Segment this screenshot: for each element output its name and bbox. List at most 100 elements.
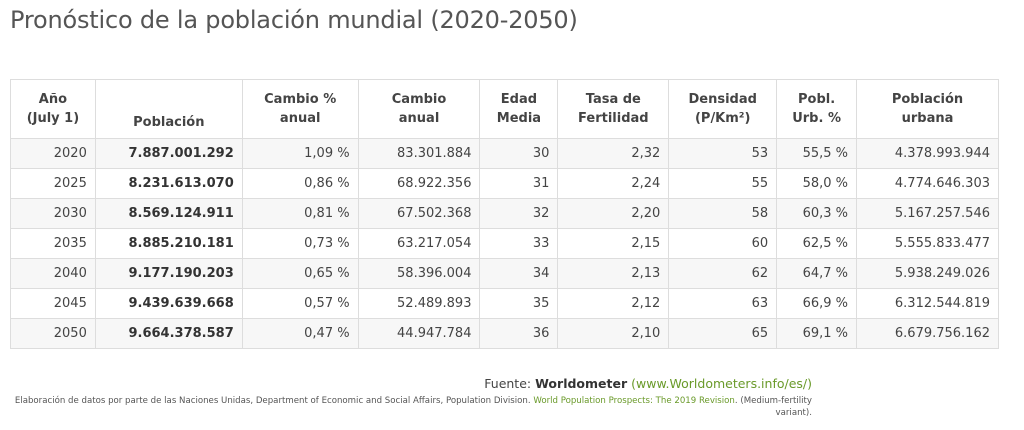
cell-fertility: 2,24: [557, 168, 670, 199]
cell-fertility: 2,10: [557, 318, 670, 349]
cell-median-age: 35: [479, 288, 559, 319]
header-change-pct-line2: anual: [279, 111, 321, 126]
cell-fertility: 2,12: [557, 288, 670, 319]
cell-density: 58: [668, 198, 778, 229]
source-line: Fuente: Worldometer (www.Worldometers.in…: [484, 376, 812, 391]
header-fertility-line2: Fertilidad: [578, 111, 649, 126]
header-year-line2: (July 1): [26, 111, 80, 126]
cell-density: 65: [668, 318, 778, 349]
table-row: 2020 7.887.001.292 1,09 % 83.301.884 30 …: [10, 138, 999, 169]
cell-population: 8.885.210.181: [94, 228, 243, 259]
note-suffix: . (Medium-fertility variant).: [734, 396, 812, 418]
cell-change: 44.947.784: [357, 318, 481, 349]
table-row: 2040 9.177.190.203 0,65 % 58.396.004 34 …: [10, 258, 999, 289]
note-link[interactable]: World Population Prospects: The 2019 Rev…: [533, 396, 735, 406]
cell-urban-pct: 62,5 %: [776, 228, 858, 259]
header-urban-pct-line2: Urb. %: [792, 111, 841, 126]
cell-year: 2035: [10, 228, 96, 259]
cell-year: 2020: [10, 138, 96, 169]
table-row: 2035 8.885.210.181 0,73 % 63.217.054 33 …: [10, 228, 999, 259]
header-population-label: Población: [133, 115, 205, 130]
cell-urban-pct: 64,7 %: [776, 258, 858, 289]
cell-fertility: 2,20: [557, 198, 670, 229]
header-change-line1: Cambio: [391, 92, 447, 107]
cell-year: 2030: [10, 198, 96, 229]
data-note: Elaboración de datos por parte de las Na…: [10, 395, 812, 419]
header-year-line1: Año: [38, 92, 68, 107]
table-row: 2030 8.569.124.911 0,81 % 67.502.368 32 …: [10, 198, 999, 229]
cell-population: 8.569.124.911: [94, 198, 243, 229]
cell-urban-pct: 66,9 %: [776, 288, 858, 319]
cell-urban-pct: 55,5 %: [776, 138, 858, 169]
cell-median-age: 33: [479, 228, 559, 259]
header-density-line2: (P/Km²): [694, 111, 751, 126]
cell-median-age: 31: [479, 168, 559, 199]
cell-fertility: 2,15: [557, 228, 670, 259]
header-urban-population[interactable]: Población urbana: [856, 79, 999, 139]
cell-population: 8.231.613.070: [94, 168, 243, 199]
header-fertility-line1: Tasa de: [585, 92, 641, 107]
cell-population: 9.177.190.203: [94, 258, 243, 289]
header-population[interactable]: Población: [94, 79, 243, 139]
table-row: 2045 9.439.639.668 0,57 % 52.489.893 35 …: [10, 288, 999, 319]
cell-change-pct: 0,86 %: [241, 168, 359, 199]
cell-change-pct: 0,73 %: [241, 228, 359, 259]
cell-median-age: 30: [479, 138, 559, 169]
cell-urban-population: 4.774.646.303: [856, 168, 999, 199]
header-change-pct-line1: Cambio %: [264, 92, 337, 107]
cell-year: 2040: [10, 258, 96, 289]
source-prefix: Fuente:: [484, 376, 536, 391]
cell-change-pct: 0,65 %: [241, 258, 359, 289]
cell-median-age: 34: [479, 258, 559, 289]
source-name: Worldometer: [535, 376, 628, 391]
cell-population: 9.664.378.587: [94, 318, 243, 349]
cell-change-pct: 0,47 %: [241, 318, 359, 349]
cell-population: 7.887.001.292: [94, 138, 243, 169]
header-yearly-change[interactable]: Cambio anual: [357, 79, 481, 139]
header-urban-pct[interactable]: Pobl. Urb. %: [776, 79, 858, 139]
table-header-row: Año (July 1) Población Cambio % anual Ca…: [10, 79, 999, 139]
cell-urban-population: 6.312.544.819: [856, 288, 999, 319]
page-title: Pronóstico de la población mundial (2020…: [10, 6, 578, 34]
cell-change: 67.502.368: [357, 198, 481, 229]
header-median-age-line1: Edad: [500, 92, 538, 107]
source-link[interactable]: (www.Worldometers.info/es/): [631, 376, 812, 391]
cell-population: 9.439.639.668: [94, 288, 243, 319]
population-forecast-table: Año (July 1) Población Cambio % anual Ca…: [10, 79, 999, 349]
cell-density: 53: [668, 138, 778, 169]
cell-change: 83.301.884: [357, 138, 481, 169]
header-median-age-line2: Media: [496, 111, 542, 126]
header-density-line1: Densidad: [688, 92, 757, 107]
cell-urban-pct: 58,0 %: [776, 168, 858, 199]
cell-urban-population: 5.555.833.477: [856, 228, 999, 259]
header-urban-pop-line1: Población: [891, 92, 964, 107]
cell-density: 60: [668, 228, 778, 259]
cell-urban-population: 5.938.249.026: [856, 258, 999, 289]
cell-fertility: 2,13: [557, 258, 670, 289]
table-body: 2020 7.887.001.292 1,09 % 83.301.884 30 …: [10, 138, 999, 349]
table-row: 2050 9.664.378.587 0,47 % 44.947.784 36 …: [10, 318, 999, 349]
table-row: 2025 8.231.613.070 0,86 % 68.922.356 31 …: [10, 168, 999, 199]
header-year[interactable]: Año (July 1): [10, 79, 96, 139]
header-yearly-change-pct[interactable]: Cambio % anual: [241, 79, 359, 139]
cell-change: 63.217.054: [357, 228, 481, 259]
cell-change: 58.396.004: [357, 258, 481, 289]
header-fertility-rate[interactable]: Tasa de Fertilidad: [557, 79, 670, 139]
cell-median-age: 32: [479, 198, 559, 229]
header-median-age[interactable]: Edad Media: [479, 79, 559, 139]
cell-change-pct: 1,09 %: [241, 138, 359, 169]
cell-density: 55: [668, 168, 778, 199]
note-text: Elaboración de datos por parte de las Na…: [14, 396, 534, 406]
cell-year: 2050: [10, 318, 96, 349]
cell-urban-population: 6.679.756.162: [856, 318, 999, 349]
cell-year: 2025: [10, 168, 96, 199]
cell-year: 2045: [10, 288, 96, 319]
cell-density: 63: [668, 288, 778, 319]
cell-change-pct: 0,57 %: [241, 288, 359, 319]
header-urban-pop-line2: urbana: [901, 111, 954, 126]
cell-change: 52.489.893: [357, 288, 481, 319]
cell-median-age: 36: [479, 318, 559, 349]
cell-urban-pct: 60,3 %: [776, 198, 858, 229]
header-density[interactable]: Densidad (P/Km²): [668, 79, 778, 139]
cell-urban-pct: 69,1 %: [776, 318, 858, 349]
